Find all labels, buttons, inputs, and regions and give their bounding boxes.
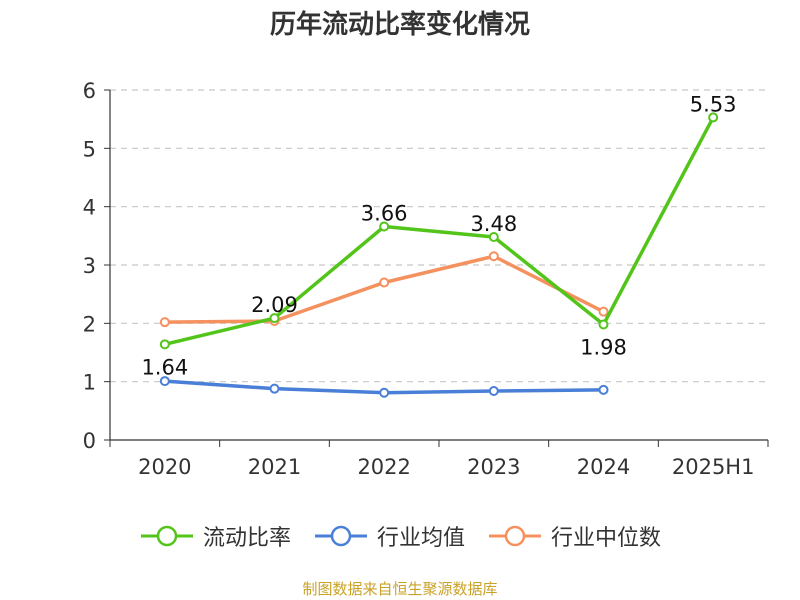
data-point xyxy=(379,387,390,398)
data-point xyxy=(488,232,499,242)
y-tick-label: 4 xyxy=(83,196,96,220)
data-point xyxy=(159,317,170,328)
axes: 0 1 2 3 4 5 6 2020 2021 2022 2023 2024 2025H1 xyxy=(83,79,769,479)
legend-marker-icon xyxy=(140,525,193,547)
data-label: 1.64 xyxy=(141,355,188,379)
data-point xyxy=(269,383,280,394)
data-label: 3.48 xyxy=(470,212,517,236)
data-point xyxy=(488,251,499,262)
x-tick-label: 2024 xyxy=(577,455,630,479)
y-tick-label: 3 xyxy=(83,254,96,278)
x-tick-label: 2020 xyxy=(138,455,191,479)
x-tick-label: 2021 xyxy=(248,455,301,479)
data-label: 3.66 xyxy=(361,202,408,226)
data-point xyxy=(488,386,499,396)
data-label: 5.53 xyxy=(690,92,737,116)
data-point xyxy=(159,339,170,350)
legend-item[interactable]: 流动比率 xyxy=(139,520,291,552)
data-point xyxy=(598,384,609,395)
chart-title: 历年流动比率变化情况 xyxy=(269,10,530,40)
y-tick-label: 2 xyxy=(83,312,96,336)
data-point xyxy=(379,277,390,288)
data-point xyxy=(379,221,390,232)
data-point xyxy=(708,112,719,123)
data-labels: 1.64 2.09 3.66 3.48 1.98 5.53 xyxy=(141,92,736,379)
legend-label: 行业中位数 xyxy=(551,526,662,551)
grid-lines xyxy=(110,89,768,383)
data-point xyxy=(269,313,280,324)
legend-label: 流动比率 xyxy=(202,526,291,551)
x-tick-label: 2022 xyxy=(357,455,410,479)
x-tick-label: 2025H1 xyxy=(672,455,755,479)
legend: 流动比率 行业均值 行业中位数 xyxy=(0,520,800,552)
y-tick-label: 0 xyxy=(83,429,96,453)
data-point xyxy=(159,376,170,387)
source-note: 制图数据来自恒生聚源数据库 xyxy=(302,580,498,598)
legend-circle xyxy=(330,525,352,547)
y-tick-label: 5 xyxy=(83,137,96,161)
legend-circle xyxy=(156,525,178,547)
y-tick-label: 6 xyxy=(83,79,96,103)
legend-item[interactable]: 行业中位数 xyxy=(487,520,661,552)
data-label: 2.09 xyxy=(251,293,298,317)
legend-marker-icon xyxy=(314,525,367,547)
data-label: 1.98 xyxy=(580,336,627,360)
data-point xyxy=(598,319,609,330)
series-line xyxy=(164,254,605,324)
series xyxy=(159,112,719,398)
series-line xyxy=(164,116,715,347)
data-point xyxy=(598,306,609,317)
x-tick-label: 2023 xyxy=(467,455,520,479)
legend-circle xyxy=(504,525,526,547)
legend-item[interactable]: 行业均值 xyxy=(313,520,465,552)
legend-marker-icon xyxy=(489,525,541,547)
legend-label: 行业均值 xyxy=(376,526,465,551)
y-tick-label: 1 xyxy=(83,371,96,395)
